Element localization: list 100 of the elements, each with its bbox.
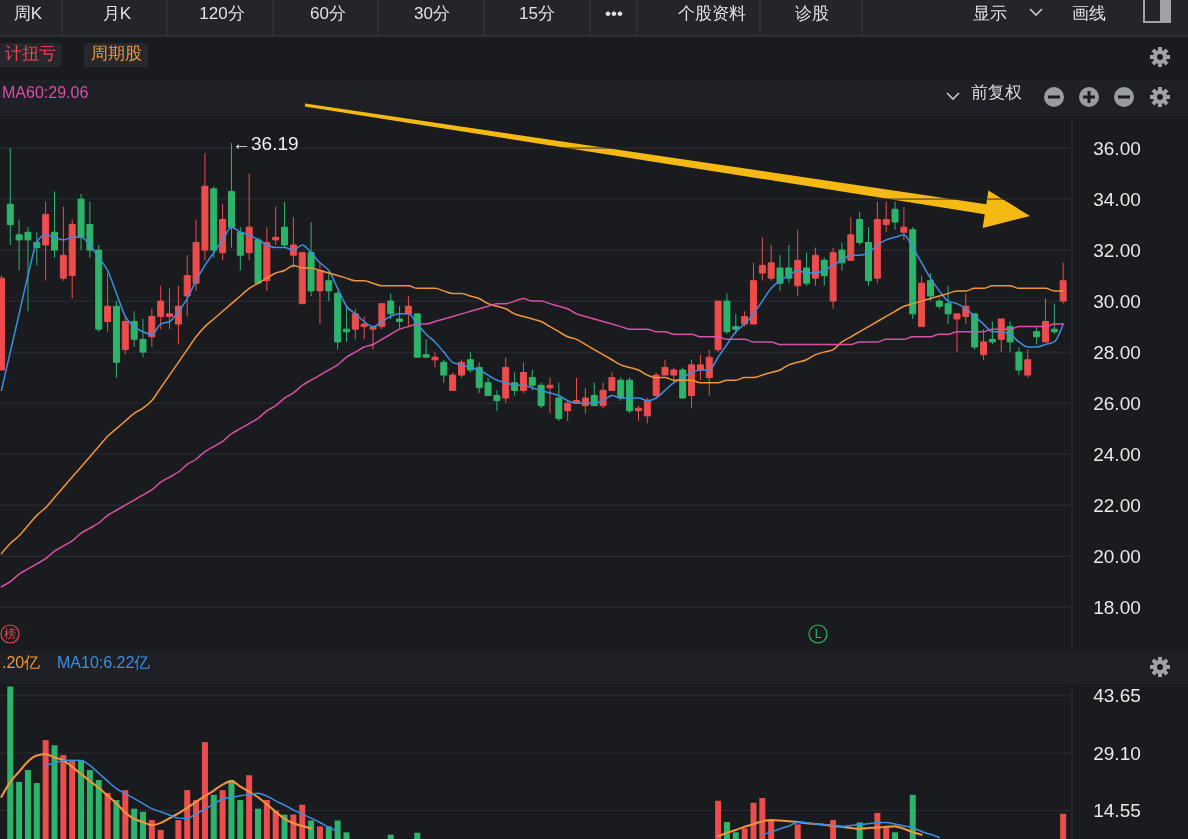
candlestick (909, 226, 917, 320)
candlestick (342, 305, 350, 343)
candlestick (714, 300, 722, 353)
y-tick-label: 32.00 (1093, 239, 1141, 261)
text: 30分 (414, 4, 450, 23)
text: 月K (102, 4, 132, 23)
candlestick (847, 216, 855, 261)
candlestick (42, 201, 50, 282)
y-tick-label: 24.00 (1093, 443, 1141, 465)
candlestick (811, 247, 819, 287)
candlestick (6, 147, 14, 246)
candlestick (316, 262, 324, 325)
candlestick (749, 262, 757, 325)
candlestick (219, 203, 227, 261)
y-tick-label: 28.00 (1093, 341, 1141, 363)
candlestick (758, 236, 766, 282)
text: 周期股 (90, 44, 142, 63)
text: 120分 (199, 4, 245, 23)
candlestick (104, 272, 112, 333)
y-tick-label: 20.00 (1093, 545, 1141, 567)
candlestick (794, 229, 802, 297)
candlestick (856, 211, 864, 246)
line-series (0, 226, 1064, 404)
text: .20亿 (2, 654, 41, 671)
candlestick (351, 308, 359, 340)
candlestick (502, 356, 510, 404)
candlestick (396, 305, 404, 330)
candlestick (926, 272, 934, 302)
candlestick (68, 218, 76, 300)
candlestick (166, 287, 174, 330)
candlestick (882, 201, 890, 233)
y-tick-label: 30.00 (1093, 290, 1141, 312)
candlestick (121, 315, 129, 356)
candlestick (298, 252, 306, 305)
candlestick (1041, 298, 1049, 343)
text: 15分 (519, 4, 555, 23)
y-tick-label: 22.00 (1093, 494, 1141, 516)
y-tick-label: 26.00 (1093, 392, 1141, 414)
candlestick (210, 185, 218, 259)
text: 诊股 (795, 4, 829, 23)
candlestick (829, 247, 837, 310)
candlestick (873, 201, 881, 284)
y-tick-label: 14.55 (1093, 799, 1141, 821)
candlestick (334, 290, 342, 351)
candlestick (112, 300, 120, 379)
candlestick (564, 400, 572, 422)
candlestick (272, 206, 280, 246)
text: 画线 (1072, 4, 1106, 23)
candlestick (1015, 346, 1023, 376)
text: 计扭亏 (4, 44, 56, 63)
candlestick (980, 328, 988, 361)
line-series (0, 297, 1064, 588)
text: 周K (13, 4, 43, 23)
text: 个股资料 (678, 4, 746, 23)
candlestick (820, 257, 828, 287)
candlestick (325, 272, 333, 302)
candlestick (891, 201, 899, 231)
candlestick (1050, 303, 1058, 335)
candlestick (705, 349, 713, 396)
candlestick (431, 351, 439, 368)
candlestick (281, 201, 289, 249)
candlestick (546, 377, 554, 414)
y-tick-label: 34.00 (1093, 188, 1141, 210)
candlestick (865, 226, 872, 287)
candlestick (643, 397, 651, 425)
text: ••• (605, 4, 623, 23)
candlestick (263, 226, 271, 292)
candlestick (803, 252, 811, 287)
candlestick (236, 226, 244, 271)
candlestick (634, 405, 642, 422)
candlestick (157, 285, 165, 330)
candlestick (245, 173, 253, 261)
line-series (0, 264, 1064, 555)
candlestick (988, 321, 996, 345)
candlestick (440, 359, 448, 384)
candlestick (1033, 326, 1041, 345)
text: 60分 (310, 4, 346, 23)
candlestick (1059, 262, 1067, 305)
candlestick (227, 142, 235, 249)
candlestick (148, 308, 156, 348)
text: MA60:29.06 (2, 84, 89, 101)
candlestick (519, 361, 527, 394)
candlestick (174, 285, 182, 345)
text: 前复权 (970, 83, 1022, 102)
candlestick (900, 206, 908, 241)
y-tick-label: 18.00 (1093, 596, 1141, 618)
candlestick (254, 236, 262, 284)
text: MA10:6.22亿 (57, 654, 151, 671)
y-tick-label: 36.00 (1093, 137, 1141, 159)
candlestick (387, 292, 395, 320)
candlestick (626, 377, 634, 414)
text: 显示 (973, 4, 1007, 23)
candlestick (404, 295, 412, 328)
annotation: L (814, 627, 822, 641)
candlestick (688, 359, 696, 409)
annotation: 榜 (4, 627, 16, 641)
candlestick (767, 244, 775, 282)
candlestick (51, 190, 59, 259)
candlestick (918, 275, 926, 328)
candlestick (971, 313, 979, 351)
